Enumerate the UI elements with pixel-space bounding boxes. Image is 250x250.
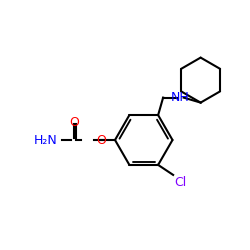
Text: Cl: Cl — [174, 176, 186, 189]
Text: O: O — [96, 134, 106, 146]
Text: H₂N: H₂N — [34, 134, 58, 146]
Text: NH: NH — [171, 91, 190, 104]
Text: O: O — [69, 116, 79, 129]
